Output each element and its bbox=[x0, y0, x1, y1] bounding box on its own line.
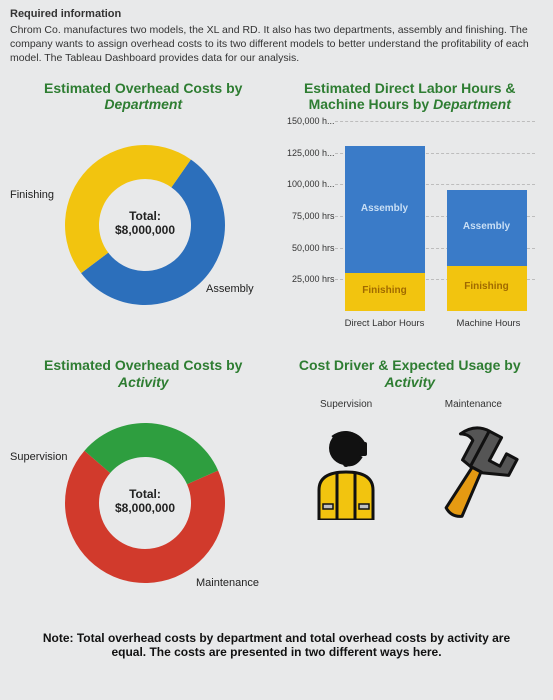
usage-label: Supervision bbox=[286, 399, 406, 410]
donut-chart-activity: Total: $8,000,000 Supervision Maintenanc… bbox=[10, 399, 270, 609]
panel-title: Estimated Overhead Costs by Activity bbox=[10, 357, 277, 391]
title-prefix: Estimated Overhead Costs by bbox=[44, 80, 242, 96]
x-label-2: Machine Hours bbox=[439, 318, 539, 329]
y-tick: 75,000 hrs bbox=[292, 211, 335, 221]
bar-machine-hours: Finishing Assembly bbox=[447, 190, 527, 312]
bar-seg-assembly: Assembly bbox=[345, 146, 425, 273]
y-tick: 150,000 h... bbox=[287, 116, 335, 126]
donut-label-right: Assembly bbox=[206, 283, 254, 295]
footnote-line1: Note: Total overhead costs by department… bbox=[43, 631, 510, 645]
title-suffix: Activity bbox=[118, 374, 169, 390]
icon-row: Supervision bbox=[277, 399, 544, 523]
plot-area: Finishing Assembly Finishing Assembly bbox=[335, 121, 535, 311]
panel-labor-machine-hours: Estimated Direct Labor Hours & Machine H… bbox=[277, 80, 544, 332]
bar-seg-finishing: Finishing bbox=[447, 266, 527, 312]
donut-center-label: Total: bbox=[100, 487, 190, 501]
donut-label-left: Finishing bbox=[10, 189, 54, 201]
bar-seg-label: Finishing bbox=[447, 281, 527, 292]
donut-center-value: $8,000,000 bbox=[100, 501, 190, 515]
usage-label: Maintenance bbox=[413, 399, 533, 410]
required-info-body: Chrom Co. manufactures two models, the X… bbox=[10, 23, 543, 66]
title-suffix: Activity bbox=[384, 374, 435, 390]
y-tick: 50,000 hrs bbox=[292, 243, 335, 253]
title-suffix: Department bbox=[433, 96, 511, 112]
bar-seg-finishing: Finishing bbox=[345, 273, 425, 311]
panel-overhead-by-dept: Estimated Overhead Costs by Department T… bbox=[10, 80, 277, 332]
y-tick: 125,000 h... bbox=[287, 148, 335, 158]
y-tick: 100,000 h... bbox=[287, 179, 335, 189]
gridline bbox=[335, 121, 535, 122]
x-label-1: Direct Labor Hours bbox=[335, 318, 435, 329]
donut-label-left: Supervision bbox=[10, 451, 67, 463]
panel-title: Cost Driver & Expected Usage by Activity bbox=[277, 357, 544, 391]
panel-title: Estimated Overhead Costs by Department bbox=[10, 80, 277, 114]
y-axis: 150,000 h...125,000 h...100,000 h...75,0… bbox=[277, 121, 335, 311]
hammer-icon bbox=[423, 420, 523, 520]
supervisor-icon bbox=[303, 420, 389, 520]
required-info-title: Required information bbox=[10, 8, 543, 20]
bar-seg-label: Assembly bbox=[447, 221, 527, 232]
donut-center-label: Total: bbox=[100, 209, 190, 223]
panel-title: Estimated Direct Labor Hours & Machine H… bbox=[277, 80, 544, 114]
usage-maintenance: Maintenance bbox=[413, 399, 533, 523]
donut-center-value: $8,000,000 bbox=[100, 223, 190, 237]
title-prefix: Estimated Overhead Costs by bbox=[44, 357, 242, 373]
dashboard-grid: Estimated Overhead Costs by Department T… bbox=[10, 80, 543, 609]
footnote: Note: Total overhead costs by department… bbox=[10, 631, 543, 659]
bar-seg-assembly: Assembly bbox=[447, 190, 527, 266]
bar-seg-label: Finishing bbox=[345, 285, 425, 296]
panel-overhead-by-activity: Estimated Overhead Costs by Activity Tot… bbox=[10, 357, 277, 609]
bar-seg-label: Assembly bbox=[345, 203, 425, 214]
donut-label-right: Maintenance bbox=[196, 577, 259, 589]
footnote-line2: equal. The costs are presented in two di… bbox=[111, 645, 441, 659]
donut-center: Total: $8,000,000 bbox=[100, 487, 190, 515]
donut-chart-dept: Total: $8,000,000 Finishing Assembly bbox=[10, 121, 270, 331]
title-suffix: Department bbox=[104, 96, 182, 112]
title-prefix: Cost Driver & Expected Usage by bbox=[299, 357, 521, 373]
bar-chart: 150,000 h...125,000 h...100,000 h...75,0… bbox=[277, 121, 539, 331]
donut-center: Total: $8,000,000 bbox=[100, 209, 190, 237]
panel-cost-driver-usage: Cost Driver & Expected Usage by Activity… bbox=[277, 357, 544, 609]
y-tick: 25,000 hrs bbox=[292, 274, 335, 284]
usage-supervision: Supervision bbox=[286, 399, 406, 523]
bar-direct-labor-hours: Finishing Assembly bbox=[345, 146, 425, 311]
page: Required information Chrom Co. manufactu… bbox=[0, 0, 553, 659]
